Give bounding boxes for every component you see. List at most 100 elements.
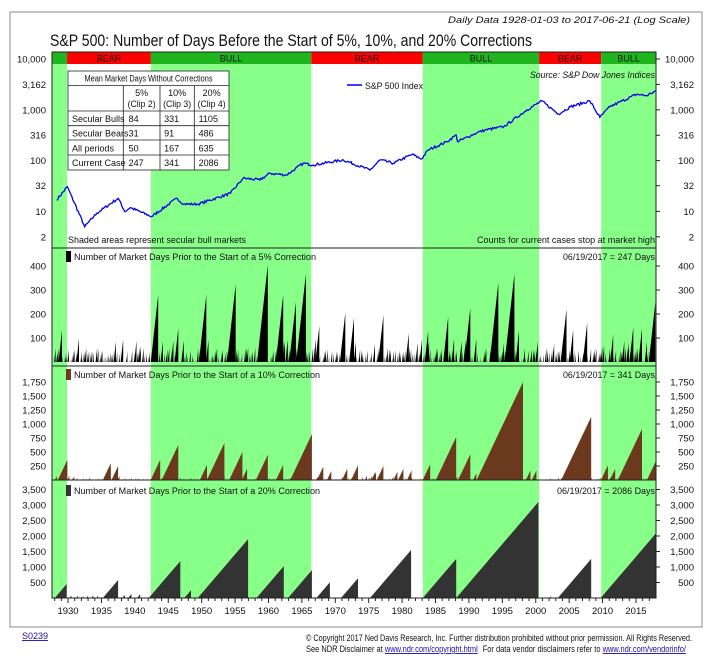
minor-spike bbox=[224, 356, 225, 362]
minor-spike bbox=[370, 476, 372, 480]
correction-spike bbox=[339, 312, 346, 362]
minor-spike bbox=[353, 341, 356, 362]
minor-spike bbox=[542, 354, 544, 362]
regime-header-bull bbox=[52, 52, 68, 64]
minor-spike bbox=[413, 353, 415, 362]
disclaimer-prefix: See NDR Disclaimer at bbox=[306, 644, 385, 654]
minor-spike bbox=[250, 353, 252, 362]
minor-spike bbox=[614, 350, 617, 362]
correction-spike bbox=[275, 294, 284, 362]
correction-spike bbox=[122, 594, 125, 598]
y-tick-label-right: 500 bbox=[678, 448, 694, 459]
minor-spike bbox=[634, 351, 636, 362]
minor-spike bbox=[100, 351, 102, 362]
minor-spike bbox=[411, 353, 413, 362]
minor-spike bbox=[538, 356, 540, 362]
minor-spike bbox=[405, 477, 407, 480]
minor-spike bbox=[423, 353, 425, 362]
minor-spike bbox=[599, 352, 601, 362]
correction-spike bbox=[424, 330, 429, 362]
correction-spike bbox=[241, 468, 248, 480]
minor-spike bbox=[64, 357, 65, 362]
chart-id-link[interactable]: S0239 bbox=[22, 631, 48, 641]
minor-spike bbox=[579, 356, 581, 362]
correction-spike bbox=[407, 470, 412, 480]
correction-spike bbox=[128, 594, 132, 598]
table-cell: 167 bbox=[164, 144, 179, 154]
correction-spike bbox=[531, 470, 537, 480]
minor-spike bbox=[365, 475, 367, 480]
current-value-5pct: 06/19/2017 = 247 Days bbox=[563, 252, 655, 262]
minor-spike bbox=[439, 351, 441, 362]
x-tick-label: 1975 bbox=[358, 606, 379, 617]
copyright-text: © Copyright 2017 Ned Davis Research, Inc… bbox=[306, 633, 692, 643]
minor-spike bbox=[288, 349, 290, 362]
x-tick-label: 1970 bbox=[325, 606, 346, 617]
minor-spike bbox=[373, 343, 375, 362]
minor-spike bbox=[434, 353, 436, 362]
x-tick-label: 2000 bbox=[525, 606, 546, 617]
minor-spike bbox=[556, 351, 558, 362]
correction-spike bbox=[315, 326, 320, 362]
minor-spike bbox=[626, 342, 629, 362]
correction-spike bbox=[515, 330, 519, 362]
minor-spike bbox=[144, 354, 146, 362]
table-col-header: 5% bbox=[135, 88, 148, 98]
minor-spike bbox=[332, 353, 334, 362]
minor-spike bbox=[272, 350, 274, 362]
y-tick-label-right: 500 bbox=[678, 578, 694, 589]
minor-spike bbox=[171, 340, 174, 362]
x-tick-label: 1940 bbox=[124, 606, 145, 617]
table-cell: 2086 bbox=[199, 158, 219, 168]
minor-spike bbox=[472, 356, 473, 362]
minor-spike bbox=[83, 350, 86, 362]
minor-spike bbox=[166, 349, 168, 362]
minor-spike bbox=[500, 355, 501, 362]
minor-spike bbox=[235, 349, 237, 362]
vendor-prefix: For data vendor disclaimers refer to bbox=[483, 644, 603, 654]
x-tick-label: 2015 bbox=[625, 606, 646, 617]
correction-spike bbox=[648, 302, 656, 362]
minor-spike bbox=[189, 350, 191, 362]
correction-spike bbox=[161, 445, 179, 480]
bull-shade bbox=[601, 64, 656, 598]
minor-spike bbox=[67, 475, 70, 480]
minor-spike bbox=[274, 348, 277, 362]
minor-spike bbox=[422, 355, 424, 362]
minor-spike bbox=[544, 347, 547, 362]
minor-spike bbox=[221, 352, 223, 362]
regime-header-bull bbox=[422, 52, 540, 64]
minor-spike bbox=[54, 475, 57, 480]
x-tick-label: 1945 bbox=[158, 606, 179, 617]
correction-spike bbox=[560, 309, 567, 362]
copyright-link[interactable]: www.ndr.com/copyright.html bbox=[384, 644, 478, 654]
minor-spike bbox=[368, 477, 370, 480]
minor-spike bbox=[608, 348, 610, 362]
minor-spike bbox=[548, 352, 550, 362]
correction-spike bbox=[327, 471, 332, 480]
vendor-info-link[interactable]: www.ndr.com/vendorinfo/ bbox=[602, 644, 687, 654]
minor-spike bbox=[473, 338, 477, 362]
minor-spike bbox=[587, 355, 588, 362]
minor-spike bbox=[408, 347, 410, 362]
correction-spike bbox=[276, 464, 284, 480]
y-tick-label-right: 100 bbox=[678, 156, 694, 167]
minor-spike bbox=[622, 340, 625, 362]
minor-spike bbox=[606, 357, 607, 362]
minor-spike bbox=[244, 348, 246, 362]
correction-spike bbox=[148, 561, 181, 598]
minor-spike bbox=[88, 351, 90, 362]
minor-spike bbox=[214, 348, 217, 362]
minor-spike bbox=[409, 349, 412, 362]
source-note: Source: S&P Dow Jones Indices bbox=[530, 70, 655, 80]
correction-spike bbox=[57, 459, 68, 480]
table-cell: 91 bbox=[164, 129, 174, 139]
y-tick-label-left: 500 bbox=[30, 448, 46, 459]
y-tick-label-right: 2 bbox=[689, 232, 694, 243]
minor-spike bbox=[285, 339, 288, 362]
minor-spike bbox=[415, 342, 418, 362]
minor-spike bbox=[433, 357, 434, 362]
minor-spike bbox=[376, 353, 378, 362]
minor-spike bbox=[525, 356, 526, 362]
correction-spike bbox=[257, 264, 268, 362]
